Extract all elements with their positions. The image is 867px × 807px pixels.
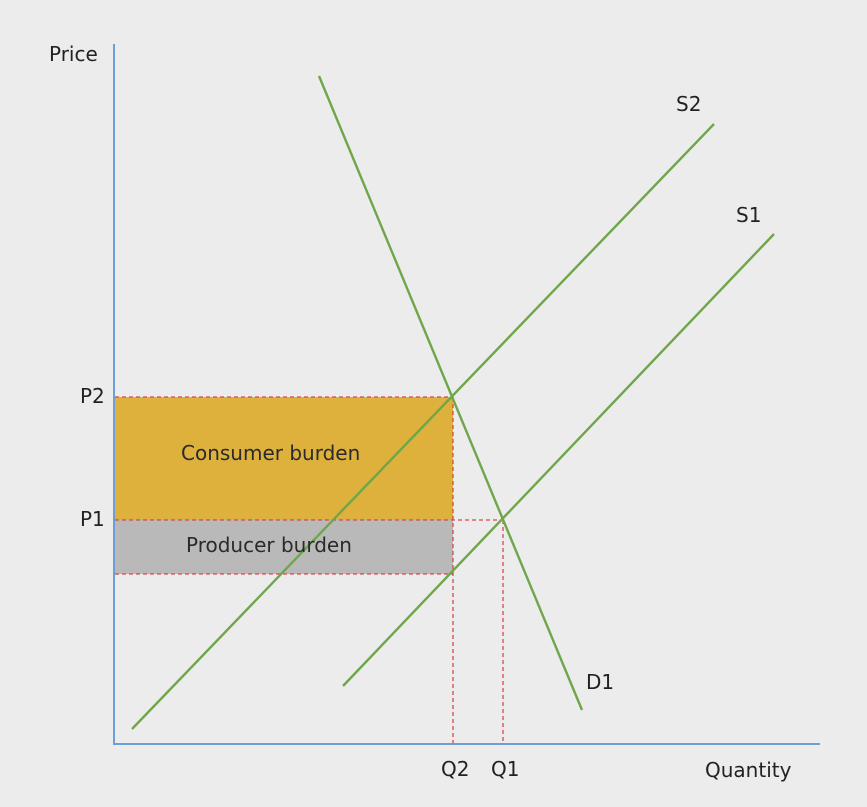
producer-burden-label: Producer burden xyxy=(186,533,352,557)
consumer-burden-label: Consumer burden xyxy=(181,441,360,465)
d1-label: D1 xyxy=(586,670,614,694)
p2-label: P2 xyxy=(80,384,105,408)
s1-label: S1 xyxy=(736,203,761,227)
demand-curve-d1 xyxy=(317,75,584,711)
curves xyxy=(131,75,775,730)
guide-lines xyxy=(115,396,504,743)
q1-label: Q1 xyxy=(491,757,519,781)
consumer-burden-area xyxy=(115,397,453,520)
q2-label: Q2 xyxy=(441,757,469,781)
p1-label: P1 xyxy=(80,507,105,531)
supply-curve-s1 xyxy=(342,233,775,687)
y-axis-label: Price xyxy=(49,42,98,66)
x-axis-label: Quantity xyxy=(705,758,792,782)
supply-curve-s2 xyxy=(131,123,715,730)
s2-label: S2 xyxy=(676,92,701,116)
axes xyxy=(113,44,820,745)
producer-burden-area xyxy=(115,520,453,574)
